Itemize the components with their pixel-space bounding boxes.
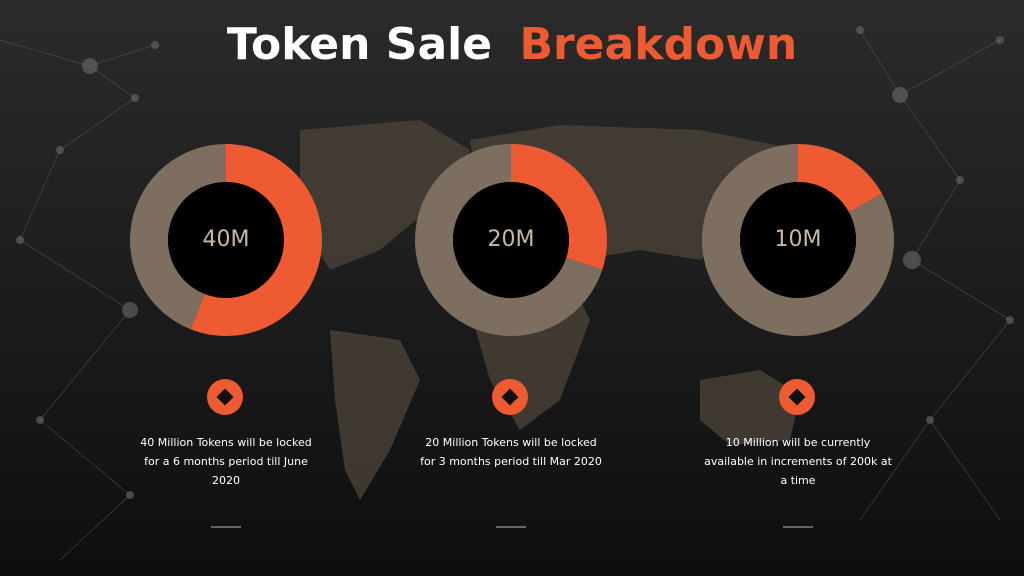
icon-diamond bbox=[788, 388, 806, 406]
donut-segment bbox=[798, 144, 883, 213]
caption-line: 10 Million will be currently bbox=[726, 436, 871, 449]
caption-line: for a 6 months period till June bbox=[144, 455, 308, 468]
icon-diamond bbox=[501, 388, 519, 406]
icon-diamond bbox=[216, 388, 234, 406]
donut-hole bbox=[740, 182, 856, 298]
caption-line: available in increments of 200k at bbox=[704, 455, 892, 468]
donut-segment bbox=[511, 144, 608, 270]
caption-line: 20 Million Tokens will be locked bbox=[425, 436, 596, 449]
donut-hole bbox=[168, 182, 284, 298]
donut-hole bbox=[453, 182, 569, 298]
caption-line: 2020 bbox=[212, 474, 240, 487]
network-decoration bbox=[0, 26, 1014, 561]
donut-segment bbox=[129, 144, 226, 330]
caption-line: for 3 months period till Mar 2020 bbox=[420, 455, 602, 468]
donut-segment bbox=[190, 144, 322, 336]
title-accent: Breakdown bbox=[519, 19, 797, 70]
center-label: 10M bbox=[775, 227, 822, 252]
center-label: 20M bbox=[488, 227, 535, 252]
donut-segment bbox=[415, 144, 603, 336]
donut-segment bbox=[701, 144, 895, 337]
center-label: 40M bbox=[203, 227, 250, 252]
caption-line: a time bbox=[780, 474, 815, 487]
title-white: Token Sale bbox=[227, 19, 492, 70]
slide-title: Token Sale Breakdown bbox=[227, 19, 797, 70]
caption-line: 40 Million Tokens will be locked bbox=[140, 436, 311, 449]
